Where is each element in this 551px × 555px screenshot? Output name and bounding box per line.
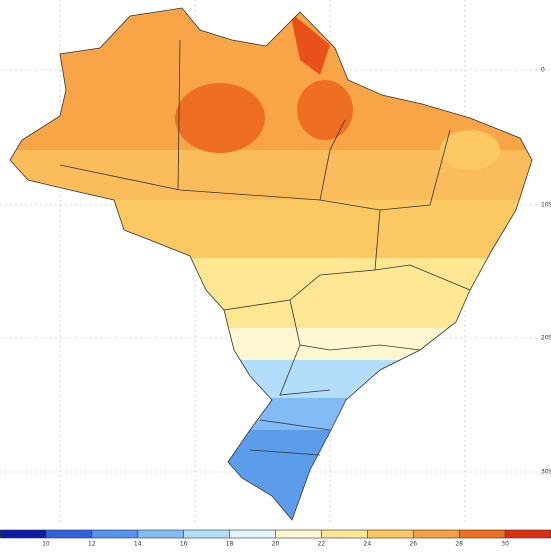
colorbar-label: 20 — [272, 541, 280, 548]
colorbar-label: 10 — [42, 541, 50, 548]
colorbar-label: 22 — [318, 541, 326, 548]
colorbar: 10 12 14 16 18 20 22 24 26 28 30 — [0, 529, 551, 548]
borders — [9, 7, 533, 521]
colorbar-label: 14 — [134, 541, 142, 548]
colorbar-label: 26 — [409, 541, 417, 548]
colorbar-label: 16 — [180, 541, 188, 548]
temperature-field — [10, 8, 532, 520]
colorbar-segment — [275, 530, 322, 538]
colorbar-segment — [505, 530, 551, 538]
latitude-label: 30S — [541, 469, 551, 476]
latitude-label: 10S — [541, 202, 551, 209]
colorbar-label: 18 — [226, 541, 234, 548]
colorbar-segment — [0, 530, 47, 538]
colorbar-segment — [45, 530, 93, 538]
state-border — [59, 39, 471, 456]
colorbar-segment — [91, 530, 139, 538]
colorbar-segment — [413, 530, 460, 538]
colorbar-segment — [183, 530, 231, 538]
colorbar-label: 28 — [455, 541, 463, 548]
colorbar-segment — [137, 530, 185, 538]
latitude-label: 20S — [541, 335, 551, 342]
latitude-labels: 0 10S 20S 30S — [541, 67, 551, 476]
country-border — [9, 7, 533, 521]
colorbar-segment — [459, 530, 506, 538]
colorbar-segment — [367, 530, 414, 538]
colorbar-label: 30 — [501, 541, 509, 548]
colorbar-segment — [229, 530, 276, 538]
colorbar-label: 24 — [364, 541, 372, 548]
latitude-label: 0 — [541, 67, 545, 74]
colorbar-label: 12 — [88, 541, 96, 548]
colorbar-segment — [321, 530, 368, 538]
